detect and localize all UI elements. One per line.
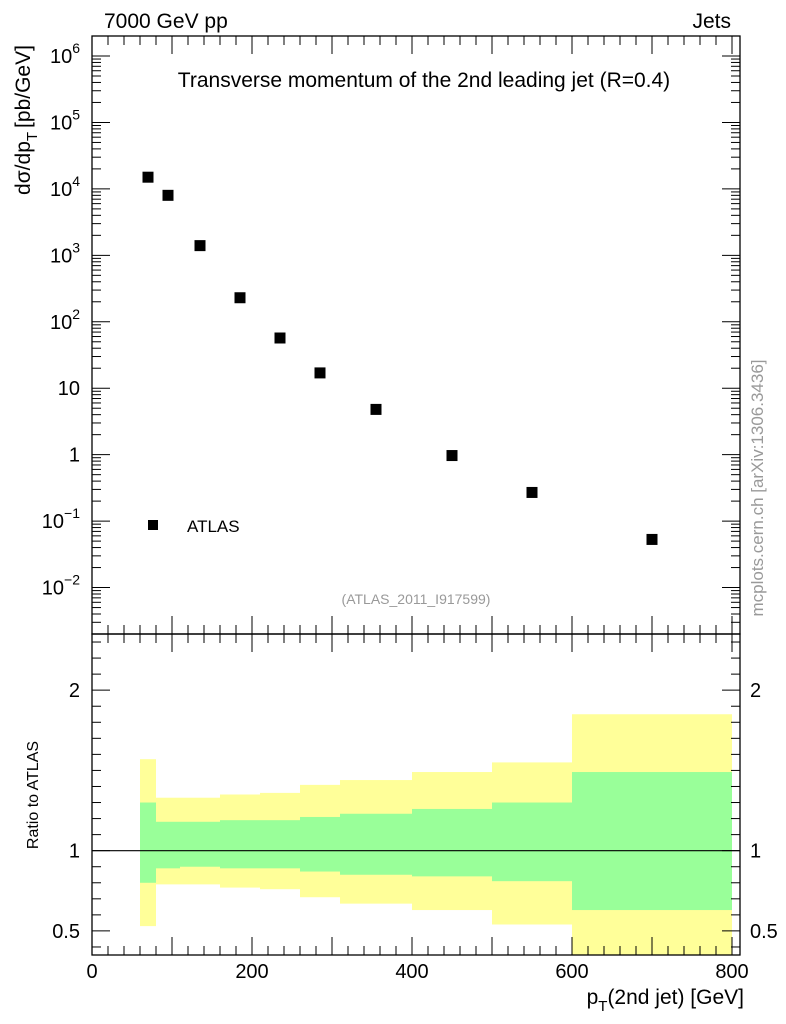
main-y-tick-label: 10−2	[42, 572, 80, 600]
header-energy-label: 7000 GeV pp	[104, 10, 228, 33]
ratio-x-tick-labels: 0 200 400 600 800	[86, 961, 748, 983]
main-plot-frame	[91, 35, 741, 635]
ratio-axis-ticks	[91, 634, 740, 955]
x-tick-label: 400	[395, 961, 428, 983]
main-y-tick-label: 104	[50, 173, 80, 201]
ratio-plot-frame	[91, 633, 741, 956]
data-point-atlas	[646, 533, 658, 545]
ratio-y-tick-label-right: 0.5	[750, 921, 778, 943]
ratio-inner-band	[412, 808, 492, 877]
ratio-inner-band	[180, 821, 220, 867]
ratio-uncertainty-bands	[140, 714, 732, 955]
analysis-id-annotation: (ATLAS_2011_I917599)	[342, 591, 491, 607]
main-data-points	[142, 171, 658, 545]
ratio-inner-band	[220, 820, 260, 869]
ratio-y-axis-label: Ratio to ATLAS	[25, 741, 42, 849]
data-point-atlas	[370, 403, 382, 415]
ratio-panel: 0.5 0.51 12 2 0 200 400 600 800 Ratio to ATLAS …	[25, 633, 778, 1015]
ratio-y-tick-label-right: 2	[750, 680, 761, 702]
x-tick-label: 800	[715, 961, 748, 983]
ratio-y-tick-labels: 0.5 0.5 1 1 2 2	[52, 680, 778, 943]
data-point-atlas	[446, 450, 458, 462]
ratio-inner-band	[572, 772, 732, 911]
side-source-label: mcplots.cern.ch [arXiv:1306.3436]	[748, 359, 767, 616]
data-point-atlas	[194, 240, 206, 252]
ratio-inner-band	[140, 802, 156, 883]
data-point-atlas	[274, 332, 286, 344]
data-point-atlas	[314, 367, 326, 379]
data-point-atlas	[234, 292, 246, 304]
main-y-tick-label: 105	[50, 106, 80, 134]
main-axis-ticks	[91, 35, 740, 635]
legend-label-atlas: ATLAS	[187, 517, 240, 536]
ratio-inner-band	[156, 821, 180, 869]
ratio-inner-band	[492, 802, 572, 882]
main-y-tick-label: 1	[69, 445, 80, 467]
main-y-tick-label: 106	[50, 40, 80, 68]
main-y-tick-label: 103	[50, 239, 80, 267]
main-y-axis-label: dσ/dpT[pb/GeV]	[12, 45, 41, 195]
ratio-y-tick-label-left: 0.5	[52, 921, 80, 943]
data-point-atlas	[526, 486, 538, 498]
x-axis-label: pT(2nd jet) [GeV]	[587, 986, 744, 1015]
ratio-y-tick-label-right: 1	[750, 841, 761, 863]
ratio-inner-band	[260, 820, 300, 869]
ratio-y-tick-label-left: 1	[69, 841, 80, 863]
x-tick-label: 600	[555, 961, 588, 983]
main-chart-title: Transverse momentum of the 2nd leading j…	[178, 69, 670, 92]
ratio-inner-band	[300, 816, 340, 872]
main-y-tick-label: 10−1	[42, 505, 80, 533]
data-point-atlas	[162, 189, 174, 201]
x-tick-label: 200	[235, 961, 268, 983]
main-y-tick-label: 102	[50, 306, 80, 334]
main-y-tick-label: 10	[58, 378, 80, 400]
header-process-label: Jets	[692, 10, 731, 33]
ratio-inner-band	[340, 813, 412, 875]
ratio-y-tick-label-left: 2	[69, 680, 80, 702]
legend-marker-atlas	[148, 520, 158, 530]
x-tick-label: 0	[86, 961, 97, 983]
data-point-atlas	[142, 171, 154, 183]
